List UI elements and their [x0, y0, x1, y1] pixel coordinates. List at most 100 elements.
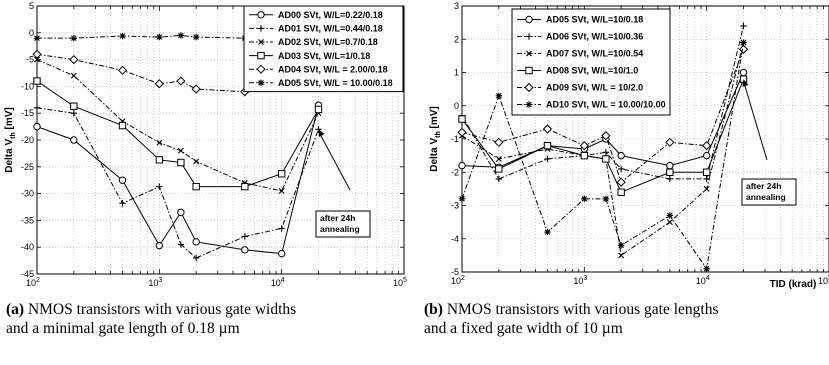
legend-marker [257, 51, 265, 60]
y-tick-label: -5 [451, 267, 459, 277]
y-tick-label: 5 [29, 1, 34, 11]
y-tick-label: -30 [21, 189, 34, 199]
x-tick-label: 105 [393, 277, 407, 288]
y-axis-label-unit: [mV] [4, 107, 15, 132]
series-line-2 [461, 25, 744, 180]
legend-marker-core [259, 81, 263, 85]
data-point-core [72, 36, 76, 40]
legend-entry: AD03 SVt, W/L=1/0.18 [278, 51, 370, 61]
legend-box [243, 5, 404, 93]
legend-entry: AD05 SVt, W/L=10/0.18 [546, 15, 643, 25]
data-point [241, 233, 249, 240]
data-point [32, 49, 42, 59]
data-point [738, 44, 749, 54]
series-line-2 [36, 107, 319, 259]
data-point [70, 136, 78, 144]
y-tick-label: -45 [21, 269, 34, 279]
series-line-6 [37, 34, 282, 39]
data-point [494, 137, 504, 147]
legend-marker [258, 39, 264, 45]
data-point [177, 147, 184, 154]
legend-marker [526, 50, 532, 57]
data-point [154, 79, 164, 89]
data-point [241, 182, 249, 191]
data-point-core [604, 197, 608, 201]
data-point [156, 139, 163, 146]
data-point [617, 165, 625, 173]
annotation-text: annealing [746, 192, 786, 202]
annotation-arrow [743, 81, 768, 161]
data-point [69, 54, 79, 65]
series-line-5 [461, 49, 744, 184]
grid-b [462, 6, 829, 272]
data-point [192, 182, 200, 191]
caption-b: (b) NMOS transistors with various gate l… [424, 300, 829, 338]
y-tick-label: 2 [454, 34, 459, 44]
legend-marker [525, 33, 533, 40]
x-tick-label: 104 [271, 277, 285, 288]
data-point [193, 158, 200, 165]
caption-b-line1: NMOS transistors with various gate lengt… [446, 301, 719, 318]
y-tick-label: -20 [21, 135, 34, 145]
data-point [702, 151, 711, 160]
data-point [616, 177, 626, 187]
caption-a-line1: NMOS transistors with various gate width… [27, 301, 297, 318]
data-point [543, 141, 552, 150]
legend-entry: AD04 SVt, W/L = 2.00/0.18 [278, 64, 388, 74]
y-tick-label: 3 [454, 1, 459, 11]
legend-a: AD00 SVt, W/L=0.22/0.18 AD01 SVt, W/L=0.4… [243, 5, 404, 93]
data-point [601, 131, 611, 141]
data-point [119, 200, 126, 207]
x-tick-exponent: 4 [706, 275, 710, 282]
y-tick-label: -15 [21, 108, 34, 118]
y-tick-label: -5 [26, 55, 34, 65]
legend-entry: AD01 SVt, W/L=0.44/0.18 [278, 24, 383, 34]
caption-b-label: (b) [424, 301, 443, 318]
series-line-5 [36, 53, 282, 93]
data-point [191, 84, 201, 94]
data-point [156, 183, 163, 190]
legend-entry: AD09 SVt, W/L = 10/2.0 [546, 83, 643, 93]
legend-marker [257, 11, 265, 19]
y-axis-label: Delta Vth [mV] [429, 106, 442, 172]
y-tick-label: -1 [451, 134, 459, 144]
y-axis-label: Delta Vth [mV] [4, 107, 17, 173]
data-point [70, 102, 78, 110]
data-point [176, 76, 186, 86]
data-point [33, 104, 41, 112]
data-point [70, 110, 78, 117]
legend-marker [524, 82, 534, 93]
legend-box [511, 8, 671, 116]
data-point [177, 208, 185, 217]
annotation-text: after 24h [746, 181, 781, 191]
data-point [495, 156, 502, 162]
legend-marker [256, 64, 266, 74]
data-point [666, 219, 673, 226]
y-tick-label: 0 [454, 101, 459, 111]
caption-a: (a) NMOS transistors with various gate w… [6, 300, 411, 338]
data-point [117, 65, 128, 75]
data-point [33, 77, 41, 85]
data-point [70, 72, 77, 79]
data-point [579, 141, 589, 151]
data-point-core [497, 94, 501, 98]
x-tick-label: 105 [818, 275, 829, 286]
y-axis-label-main: Delta V [4, 139, 15, 173]
data-point [665, 137, 675, 147]
legend-marker [257, 25, 265, 32]
legend-marker [525, 66, 533, 75]
data-point [702, 168, 711, 176]
data-point-core [705, 267, 709, 271]
legend-entry: AD05 SVt, W/L = 10.00/0.18 [278, 78, 393, 88]
y-tick-label: 1 [454, 68, 459, 78]
data-point [702, 141, 712, 151]
legend-entry: AD06 SVt, W/L=10/0.36 [546, 32, 643, 42]
data-point [602, 149, 610, 156]
series-line-3 [461, 42, 744, 257]
x-tick-exponent: 4 [281, 277, 285, 284]
data-point [544, 155, 551, 163]
data-point [458, 161, 466, 170]
